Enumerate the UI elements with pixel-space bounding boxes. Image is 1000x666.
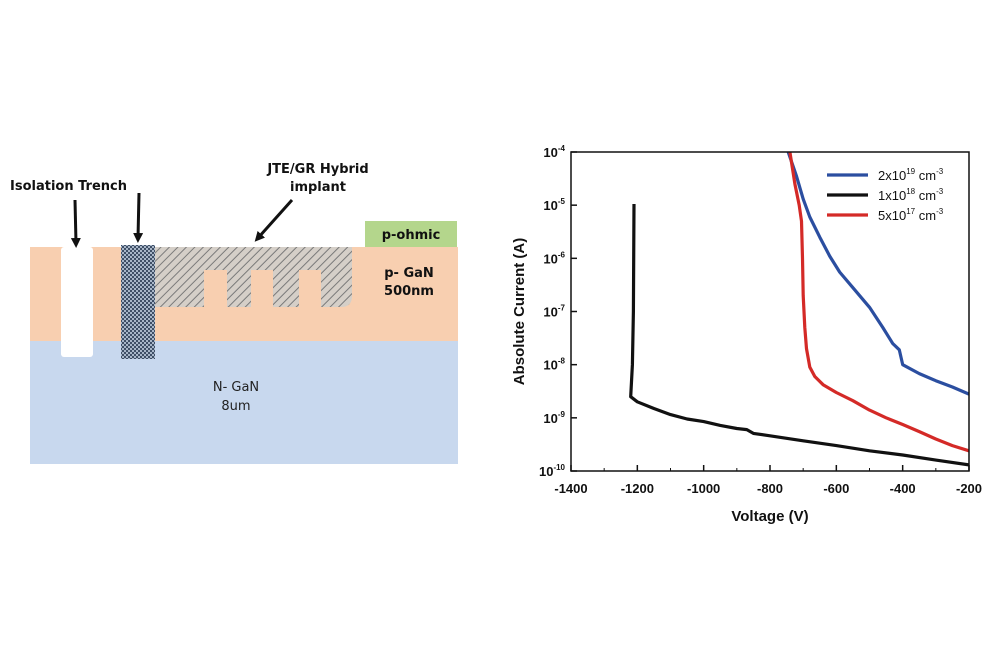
legend-label-1: 2x1019 cm-3 bbox=[878, 167, 944, 183]
x-axis-title: Voltage (V) bbox=[731, 508, 808, 525]
isolation-trench bbox=[61, 247, 93, 357]
jte-gr-implant bbox=[155, 247, 352, 307]
iv-chart: -1400 -1200 -1000 -800 -600 -400 -200 10-1010-… bbox=[511, 144, 982, 525]
x-tick-label: -200 bbox=[956, 481, 982, 496]
legend: 2x1019 cm-3 1x1018 cm-3 5x1017 cm-3 bbox=[827, 167, 944, 223]
arrow-isolation-trench bbox=[70, 199, 81, 248]
y-tick-label: 10-9 bbox=[543, 410, 565, 426]
y-tick-label: 10-4 bbox=[543, 144, 565, 160]
x-tick-label: -600 bbox=[823, 481, 849, 496]
series-line-1 bbox=[786, 152, 969, 396]
series-line-3 bbox=[788, 152, 969, 453]
x-tick-label: -1000 bbox=[687, 481, 720, 496]
x-tick-label: -1200 bbox=[621, 481, 654, 496]
y-tick-label: 10-6 bbox=[543, 250, 565, 266]
series-line-2 bbox=[629, 203, 969, 467]
y-tick-label: 10-8 bbox=[543, 357, 565, 373]
isolation-implant bbox=[121, 245, 155, 359]
plot-area-frame bbox=[570, 151, 970, 472]
label-n-gan-thickness: 8um bbox=[221, 399, 250, 414]
y-axis: 10-10 10-9 10-8 10-7 10-6 10-5 10-4 bbox=[539, 144, 577, 479]
n-gan-layer bbox=[30, 341, 458, 464]
y-tick-label: 10-7 bbox=[543, 304, 565, 320]
arrow-isolation-implant bbox=[133, 192, 144, 243]
device-cross-section: Isolation Trench JTE/GR Hybrid implant p… bbox=[10, 162, 458, 464]
label-implant-line2: implant bbox=[290, 180, 346, 195]
label-isolation-trench: Isolation Trench bbox=[10, 179, 127, 194]
x-tick-label: -1400 bbox=[554, 481, 587, 496]
label-p-gan: p- GaN bbox=[384, 266, 434, 281]
legend-label-2: 1x1018 cm-3 bbox=[878, 187, 944, 203]
label-p-gan-thickness: 500nm bbox=[384, 284, 434, 299]
label-n-gan: N- GaN bbox=[213, 380, 259, 395]
label-implant-line1: JTE/GR Hybrid bbox=[266, 162, 368, 177]
series-layer bbox=[629, 152, 969, 467]
p-ohmic-contact bbox=[365, 221, 457, 247]
y-axis-title: Absolute Current (A) bbox=[511, 238, 528, 386]
y-tick-label: 10-5 bbox=[543, 197, 565, 213]
x-tick-label: -800 bbox=[757, 481, 783, 496]
x-axis: -1400 -1200 -1000 -800 -600 -400 -200 bbox=[554, 465, 982, 496]
arrow-jte-gr-implant bbox=[254, 198, 294, 242]
label-p-ohmic: p-ohmic bbox=[382, 228, 441, 243]
y-tick-label: 10-10 bbox=[539, 463, 566, 479]
x-tick-label: -400 bbox=[890, 481, 916, 496]
legend-label-3: 5x1017 cm-3 bbox=[878, 207, 944, 223]
